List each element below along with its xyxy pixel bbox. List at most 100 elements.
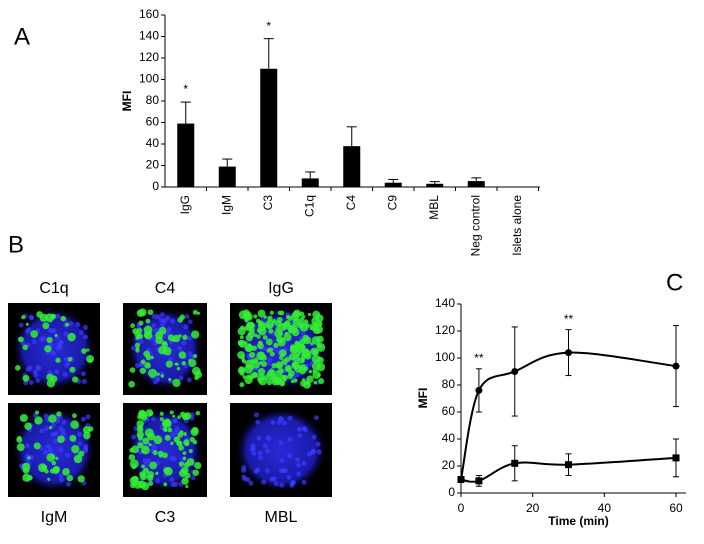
- y-tick-label: 100: [139, 72, 159, 86]
- stain: [275, 369, 283, 376]
- stain: [30, 330, 39, 338]
- stain: [303, 380, 311, 389]
- stain: [237, 351, 246, 360]
- stain: [293, 311, 300, 318]
- nucleus: [159, 312, 165, 318]
- stain: [168, 377, 172, 382]
- y-tick-label: 80: [442, 377, 456, 391]
- nucleus: [301, 426, 307, 432]
- nucleus: [39, 336, 45, 342]
- nucleus: [258, 455, 264, 461]
- stain: [55, 456, 59, 461]
- y-tick-label: 60: [442, 404, 456, 418]
- x-tick-label: 60: [669, 501, 683, 515]
- stain: [136, 327, 143, 334]
- nucleus: [143, 462, 149, 468]
- stain: [181, 361, 186, 366]
- nucleus: [255, 419, 261, 425]
- nucleus: [172, 429, 178, 435]
- stain: [184, 472, 191, 479]
- stain: [317, 356, 324, 364]
- stain: [256, 334, 261, 339]
- stain: [159, 417, 164, 422]
- stain: [188, 358, 192, 362]
- nucleus: [83, 448, 89, 454]
- panel-label: A: [14, 23, 30, 50]
- nucleus: [66, 481, 72, 487]
- nucleus: [151, 322, 157, 328]
- stain: [181, 413, 189, 421]
- nucleus: [267, 357, 273, 363]
- stain: [290, 344, 296, 350]
- stain: [267, 370, 274, 377]
- stain: [173, 436, 181, 443]
- stain: [181, 477, 189, 485]
- stain: [302, 315, 306, 319]
- stain: [268, 328, 274, 334]
- stain: [46, 453, 56, 462]
- nucleus: [54, 369, 60, 375]
- stain: [150, 355, 154, 360]
- stain: [42, 322, 50, 330]
- stain: [182, 456, 187, 461]
- nucleus: [313, 415, 319, 421]
- stain: [130, 323, 136, 329]
- stain: [178, 334, 182, 338]
- nucleus: [39, 428, 45, 434]
- stain: [239, 382, 245, 388]
- bar: [343, 146, 361, 187]
- stain: [270, 375, 279, 383]
- nucleus: [28, 314, 34, 320]
- nucleus: [32, 369, 38, 375]
- x-tick-label: C9: [385, 195, 399, 211]
- nucleus: [75, 322, 81, 328]
- stain: [158, 346, 167, 355]
- nucleus: [279, 482, 285, 488]
- y-tick-label: 0: [152, 179, 159, 193]
- stain: [250, 358, 256, 365]
- stain: [88, 358, 93, 363]
- nucleus: [152, 327, 158, 333]
- stain: [161, 419, 170, 428]
- stain: [257, 368, 266, 376]
- nucleus: [146, 458, 152, 464]
- micrograph-label: MBL: [265, 509, 298, 526]
- stain: [299, 322, 309, 332]
- significance: **: [564, 312, 574, 326]
- panel-label: C: [666, 269, 683, 296]
- stain: [253, 314, 258, 319]
- stain: [138, 409, 146, 418]
- nucleus: [78, 330, 84, 336]
- nucleus: [280, 468, 286, 474]
- stain: [186, 458, 195, 466]
- stain: [148, 481, 154, 487]
- nucleus: [181, 340, 187, 346]
- bar: [467, 181, 485, 187]
- stain: [312, 310, 321, 319]
- stain: [129, 367, 136, 373]
- stain: [139, 367, 147, 375]
- nucleus: [24, 443, 30, 449]
- nucleus: [286, 474, 292, 480]
- stain: [148, 368, 157, 378]
- stain: [64, 322, 70, 327]
- nucleus: [50, 432, 56, 438]
- stain: [22, 344, 28, 351]
- stain: [62, 468, 70, 476]
- stain: [167, 427, 173, 433]
- nucleus: [49, 328, 55, 334]
- stain: [269, 351, 275, 357]
- stain: [301, 378, 306, 382]
- nucleus: [282, 420, 288, 426]
- x-tick-label: Islets alone: [510, 195, 524, 256]
- nucleus: [80, 371, 86, 377]
- stain: [129, 476, 139, 486]
- stain: [185, 484, 189, 489]
- y-tick-label: 120: [435, 323, 455, 337]
- nucleus: [44, 425, 50, 431]
- nucleus: [61, 419, 67, 425]
- stain: [159, 411, 164, 416]
- stain: [285, 366, 291, 372]
- stain: [256, 377, 260, 381]
- nucleus: [55, 313, 61, 319]
